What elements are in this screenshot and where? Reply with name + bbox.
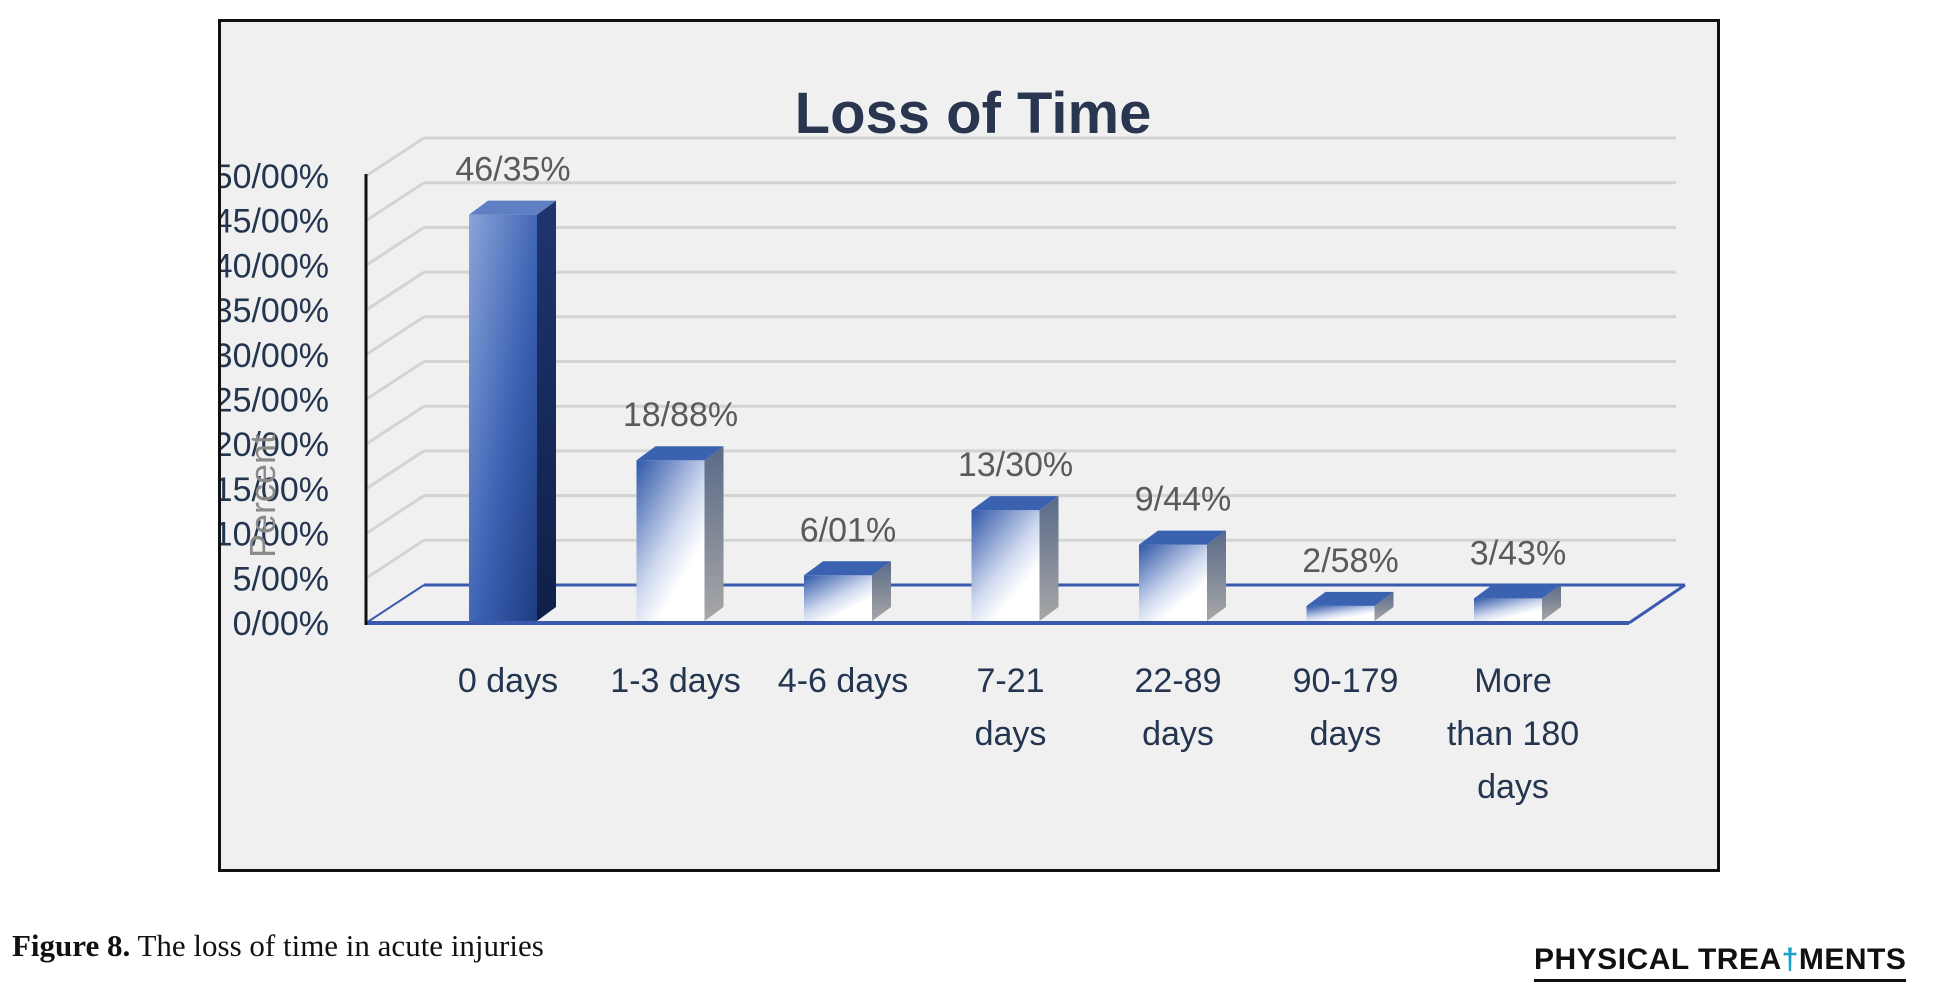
bar-front	[469, 214, 537, 622]
bar-front	[804, 575, 872, 621]
data-label: 13/30%	[958, 446, 1073, 484]
bar-side	[872, 561, 891, 621]
bar-front	[636, 460, 705, 621]
bar	[971, 496, 1059, 621]
bar-front	[1474, 598, 1542, 621]
bar-top	[804, 561, 891, 576]
bar-side	[1542, 584, 1561, 621]
logo-text-start: PHYSICAL TREA	[1534, 943, 1782, 976]
logo-text-end: MENTS	[1798, 943, 1907, 976]
data-label: 2/58%	[1302, 542, 1398, 580]
x-tick-label: 7-21	[976, 662, 1044, 700]
bar-front	[971, 510, 1040, 621]
bar-top	[469, 200, 556, 215]
y-tick-label: 15/00%	[221, 471, 329, 509]
bar	[804, 561, 891, 621]
data-label: 46/35%	[455, 151, 570, 189]
gridline-wall	[365, 539, 425, 580]
data-label: 3/43%	[1470, 534, 1566, 572]
caption-text: The loss of time in acute injuries	[137, 928, 544, 963]
gridline-wall	[365, 404, 425, 446]
x-tick-label: days	[1477, 768, 1549, 806]
x-tick-label: 4-6 days	[778, 662, 908, 700]
caption-label: Figure 8.	[12, 928, 131, 963]
y-tick-label: 25/00%	[221, 382, 329, 420]
y-tick-label: 40/00%	[221, 247, 329, 285]
loss-of-time-chart: 0/00% 5/00% 10/00% 15/00% 20/00% 25/00% 30/00%…	[221, 81, 1686, 807]
x-tick-label: 1-3 days	[610, 662, 740, 700]
x-tick-label: 0 days	[458, 662, 558, 700]
y-tick-label: 0/00%	[233, 605, 329, 643]
bar-side	[1374, 591, 1394, 621]
y-tick-label: 35/00%	[221, 292, 329, 330]
y-tick-label: 20/00%	[221, 426, 329, 464]
bar-top	[1474, 584, 1561, 599]
x-tick-label: More	[1474, 662, 1551, 700]
x-tick-label: 90-179	[1293, 662, 1399, 700]
bar-top	[1306, 591, 1394, 606]
y-tick-label: 50/00%	[221, 158, 329, 196]
x-tick-label: 22-89	[1135, 662, 1222, 700]
chart-title: Loss of Time	[795, 81, 1152, 146]
gridlines	[365, 136, 1676, 580]
bar-side	[704, 446, 724, 621]
gridline-wall	[365, 360, 425, 401]
physical-treatments-logo: PHYSICAL TREA†MENTS	[1534, 943, 1907, 982]
bar	[1306, 591, 1394, 621]
chart-frame: 0/00% 5/00% 10/00% 15/00% 20/00% 25/00% 30/00%…	[218, 19, 1720, 872]
x-tick-label: days	[975, 715, 1047, 753]
gridline-wall	[365, 494, 425, 535]
bar-side	[1207, 530, 1226, 621]
bar-side	[537, 200, 556, 622]
y-tick-label: 5/00%	[233, 560, 329, 598]
bar	[1139, 530, 1226, 621]
bar-side	[1039, 496, 1059, 621]
x-tick-label: than 180	[1447, 715, 1579, 753]
data-label: 6/01%	[800, 511, 896, 549]
bar	[636, 446, 724, 621]
gridline-wall	[365, 181, 425, 222]
gridline-wall	[365, 315, 425, 357]
gridline-wall	[365, 270, 425, 312]
gridline-wall	[365, 136, 425, 178]
logo-figure-icon: †	[1781, 943, 1799, 976]
floor-left-edge	[365, 584, 425, 624]
labels: 0/00% 5/00% 10/00% 15/00% 20/00% 25/00% 30/00%…	[221, 81, 1579, 807]
y-tick-label: 10/00%	[221, 516, 329, 554]
bar	[469, 200, 556, 622]
data-label: 18/88%	[623, 396, 738, 434]
gridline-wall	[365, 226, 425, 267]
y-axis-title: Percent	[242, 434, 283, 558]
bars	[469, 200, 1561, 622]
floor-right-edge	[1628, 583, 1686, 625]
bar-front	[1306, 605, 1375, 621]
x-tick-label: days	[1142, 715, 1214, 753]
y-tick-label: 30/00%	[221, 337, 329, 375]
data-label: 9/44%	[1135, 481, 1231, 519]
bar-top	[971, 496, 1059, 511]
gridline-wall	[365, 449, 425, 491]
figure-caption: Figure 8. The loss of time in acute inju…	[12, 928, 544, 964]
bar-front	[1139, 544, 1207, 621]
bar-top	[1139, 530, 1226, 545]
x-tick-label: days	[1310, 715, 1382, 753]
bar	[1474, 584, 1561, 621]
y-tick-label: 45/00%	[221, 203, 329, 241]
bar-top	[636, 446, 724, 461]
